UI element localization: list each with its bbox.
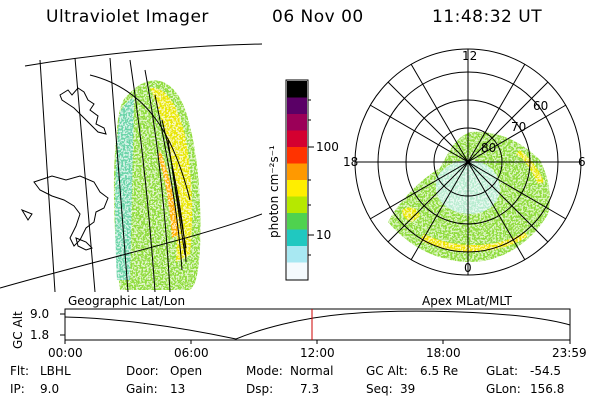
- glon-value: 156.8: [530, 382, 565, 396]
- timeline-ytick-1.8: 1.8: [30, 328, 49, 342]
- altitude-timeline: GC Alt 9.0 1.8 00:00 06:00 12:00 18:00 2…: [11, 307, 587, 360]
- lat-line-2: [0, 213, 262, 289]
- glat-value: -54.5: [530, 364, 562, 378]
- seq-value: 39: [400, 382, 416, 396]
- colorbar-segment: [287, 213, 307, 230]
- mlt-label-12: 12: [462, 49, 477, 63]
- coastline-1: [59, 87, 107, 135]
- polar-panel-label: Apex MLat/MLT: [422, 294, 512, 308]
- timeline-ytick-9: 9.0: [30, 307, 49, 321]
- timeline-xtick-1800: 18:00: [426, 346, 461, 360]
- mlt-label-18: 18: [343, 155, 358, 169]
- altitude-curve: [64, 310, 571, 340]
- timeline-xtick-0000: 00:00: [48, 346, 83, 360]
- seq-label: Seq:: [366, 382, 393, 396]
- colorbar-segment: [287, 81, 307, 98]
- instrument-title: Ultraviolet Imager: [46, 7, 209, 27]
- colorbar-tick-100: 100: [316, 140, 339, 154]
- filter-label: Flt:: [10, 364, 29, 378]
- colorbar: 100 10 photon cm⁻²s⁻¹: [267, 79, 339, 281]
- mode-label: Mode:: [246, 364, 283, 378]
- coastline-2: [33, 175, 109, 247]
- mlat-label-60: 60: [533, 99, 548, 113]
- observation-time: 11:48:32 UT: [432, 7, 543, 27]
- geographic-map: [0, 43, 262, 292]
- mode-value: Normal: [290, 364, 334, 378]
- filter-value: LBHL: [40, 364, 71, 378]
- colorbar-segment: [287, 97, 307, 115]
- colorbar-segment: [287, 180, 307, 197]
- timeline-ylabel: GC Alt: [11, 311, 25, 349]
- glat-label: GLat:: [486, 364, 519, 378]
- timeline-xtick-1200: 12:00: [300, 346, 335, 360]
- colorbar-tick-10: 10: [316, 228, 331, 242]
- timeline-xtick-2359: 23:59: [552, 346, 587, 360]
- lat-line-1: [24, 43, 262, 67]
- colorbar-segment: [287, 196, 307, 214]
- mlt-label-0: 0: [464, 261, 472, 275]
- dsp-value: 7.3: [300, 382, 320, 396]
- ip-label: IP:: [10, 382, 25, 396]
- dsp-label: Dsp:: [246, 382, 274, 396]
- gain-label: Gain:: [126, 382, 158, 396]
- geographic-panel-label: Geographic Lat/Lon: [68, 294, 186, 308]
- colorbar-segment: [287, 130, 307, 148]
- colorbar-segment: [287, 246, 307, 263]
- observation-date: 06 Nov 00: [272, 7, 364, 27]
- glon-label: GLon:: [486, 382, 521, 396]
- gc-alt-label: GC Alt:: [366, 364, 408, 378]
- door-value: Open: [170, 364, 203, 378]
- gc-alt-value: 6.5 Re: [420, 364, 459, 378]
- colorbar-segment: [287, 229, 307, 247]
- colorbar-segment: [287, 147, 307, 164]
- gain-value: 13: [170, 382, 186, 396]
- coastline-3: [75, 237, 93, 251]
- mlat-label-80: 80: [481, 141, 496, 155]
- colorbar-segment: [287, 114, 307, 131]
- ip-value: 9.0: [40, 382, 60, 396]
- door-label: Door:: [126, 364, 159, 378]
- colorbar-segment: [287, 262, 307, 280]
- polar-plot: 12 18 6 0 60 70 80: [343, 48, 586, 276]
- colorbar-segment: [287, 163, 307, 181]
- timeline-xtick-0600: 06:00: [174, 346, 209, 360]
- mlt-label-6: 6: [578, 155, 586, 169]
- mlat-label-70: 70: [511, 120, 526, 134]
- colorbar-unit-label: photon cm⁻²s⁻¹: [267, 145, 281, 238]
